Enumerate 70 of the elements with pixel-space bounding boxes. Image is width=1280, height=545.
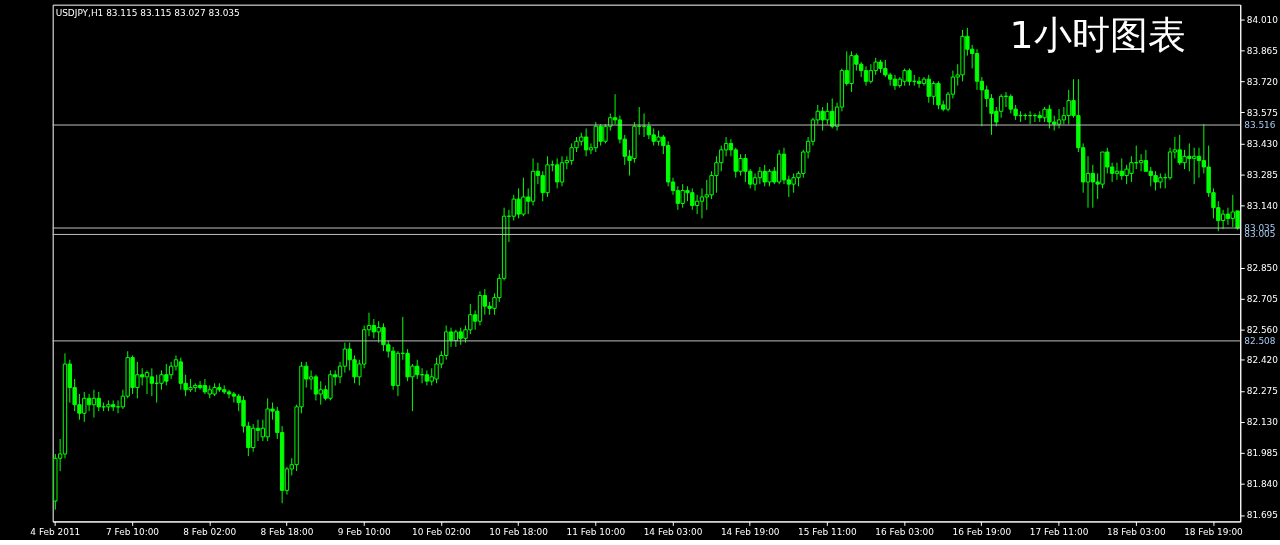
- candlestick: [144, 369, 150, 395]
- candlestick: [250, 423, 256, 453]
- x-tick-label: 8 Feb 18:00: [260, 526, 314, 537]
- candlestick: [197, 380, 203, 391]
- candlestick: [231, 391, 237, 404]
- candlestick: [91, 389, 97, 419]
- x-tick-label: 15 Feb 11:00: [798, 526, 858, 537]
- candlestick: [86, 393, 92, 412]
- candlestick: [1143, 149, 1149, 172]
- candlestick: [424, 369, 430, 386]
- x-tick-label: 7 Feb 10:00: [106, 526, 160, 537]
- y-tick-label: 82.420: [1246, 355, 1279, 366]
- candlestick: [757, 166, 763, 185]
- x-tick-label: 9 Feb 10:00: [337, 526, 391, 537]
- candlestick: [149, 367, 155, 397]
- y-tick-label: 81.985: [1246, 448, 1278, 459]
- x-tick-label: 18 Feb 03:00: [1106, 526, 1166, 537]
- x-tick-label: 14 Feb 19:00: [720, 526, 780, 537]
- y-tick-label: 82.275: [1246, 386, 1278, 397]
- x-tick-label: 14 Feb 03:00: [643, 526, 703, 537]
- x-tick-label: 10 Feb 18:00: [489, 526, 549, 537]
- candlestick: [559, 155, 565, 187]
- candlestick: [1056, 108, 1062, 129]
- candlestick: [342, 342, 348, 374]
- candlestick: [308, 369, 314, 391]
- candlestick: [1090, 164, 1096, 209]
- y-tick-label: 82.130: [1246, 417, 1279, 428]
- candlestick: [916, 76, 922, 89]
- candlestick: [1138, 153, 1144, 172]
- y-tick-label: 81.695: [1246, 510, 1278, 521]
- y-tick-label: 82.850: [1246, 263, 1279, 274]
- candlestick: [868, 63, 874, 84]
- candlestick: [998, 93, 1004, 119]
- ref-line-label: 83.516: [1244, 120, 1276, 130]
- y-tick-label: 82.560: [1246, 325, 1279, 336]
- ref-line-label: 83.005: [1244, 229, 1276, 240]
- y-tick-label: 82.705: [1246, 294, 1278, 305]
- x-tick-label: 16 Feb 19:00: [952, 526, 1012, 537]
- y-tick-label: 83.430: [1246, 138, 1279, 149]
- candlestick: [583, 127, 589, 157]
- x-tick-label: 11 Feb 10:00: [566, 526, 626, 537]
- y-tick-label: 83.720: [1246, 76, 1279, 87]
- candlestick: [555, 157, 560, 189]
- candlestick: [892, 74, 898, 91]
- candlestick: [863, 65, 869, 87]
- candlestick: [115, 399, 121, 414]
- x-tick-label: 16 Feb 03:00: [875, 526, 935, 537]
- candlestick: [1114, 162, 1120, 181]
- chart-title: USDJPY,H1 83.115 83.115 83.027 83.035: [55, 7, 240, 18]
- x-tick-label: 18 Feb 19:00: [1184, 526, 1244, 537]
- annotation: 1小时图表: [1009, 13, 1186, 58]
- candlestick: [1196, 147, 1202, 179]
- y-tick-label: 83.285: [1246, 169, 1278, 180]
- candlestick: [1191, 147, 1197, 185]
- y-tick-label: 83.575: [1246, 107, 1278, 118]
- x-tick-label: 4 Feb 2011: [30, 526, 81, 537]
- candlestick: [313, 374, 319, 401]
- candlestick: [1225, 207, 1231, 226]
- y-tick-label: 84.010: [1246, 14, 1279, 25]
- ref-line-label: 82.508: [1244, 335, 1276, 346]
- candlestick: [694, 194, 700, 215]
- x-tick-label: 8 Feb 02:00: [183, 526, 237, 537]
- candlestick: [699, 187, 705, 219]
- y-tick-label: 83.865: [1246, 45, 1278, 56]
- x-tick-label: 10 Feb 02:00: [412, 526, 471, 537]
- y-tick-label: 81.840: [1246, 479, 1279, 490]
- y-tick-label: 83.140: [1246, 201, 1279, 212]
- candlestick: [202, 378, 208, 395]
- candlestick: [752, 172, 758, 192]
- x-tick-label: 17 Feb 11:00: [1029, 526, 1089, 537]
